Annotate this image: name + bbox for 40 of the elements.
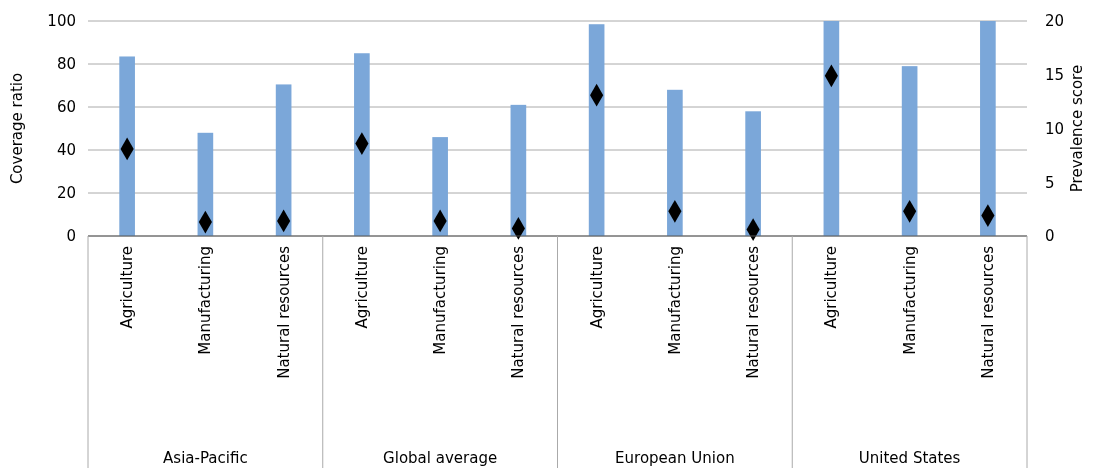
bar [197,132,214,236]
x-tick-label: Natural resources [274,245,293,379]
text: Asia-Pacific [163,449,248,467]
bar [901,66,918,236]
x-tick-label: Agriculture [352,246,371,329]
bar [588,24,605,236]
y2-tick-label: 0 [1045,227,1055,246]
bar [119,56,135,236]
x-tick-label: Agriculture [118,246,137,329]
y2-tick-label: 5 [1045,173,1055,192]
x-tick-label: Manufacturing [196,246,215,355]
x-tick-label: Agriculture [587,246,606,329]
y-tick-label: 20 [56,184,76,203]
x-tick-label: Natural resources [509,245,528,379]
y-axis-title: Coverage ratio [8,72,26,185]
y2-tick-label: 20 [1045,12,1065,31]
bar [354,53,370,236]
y-tick-label: 60 [56,98,76,117]
y2-tick-label: 15 [1045,66,1065,85]
x-tick-label: Agriculture [822,246,841,329]
y-tick-label: 100 [47,12,76,31]
y-tick-label: 80 [56,55,76,74]
bar [432,137,448,236]
text: Global average [383,449,498,467]
x-tick-label: Natural resources [978,245,997,379]
text: European Union [615,449,735,467]
bar [823,21,840,236]
bar [745,111,761,236]
y-tick-label: 0 [66,227,76,246]
bar [980,21,996,236]
x-tick-label: Manufacturing [900,246,919,355]
text: United States [858,449,961,467]
y-tick-label: 40 [56,141,76,160]
x-tick-label: Manufacturing [665,246,684,355]
x-tick-label: Manufacturing [431,246,450,355]
x-tick-label: Natural resources [744,245,763,379]
bar [275,84,292,236]
y2-tick-label: 10 [1045,119,1065,138]
y2-axis-title: Prevalence score [1068,64,1086,193]
bar [667,89,683,236]
